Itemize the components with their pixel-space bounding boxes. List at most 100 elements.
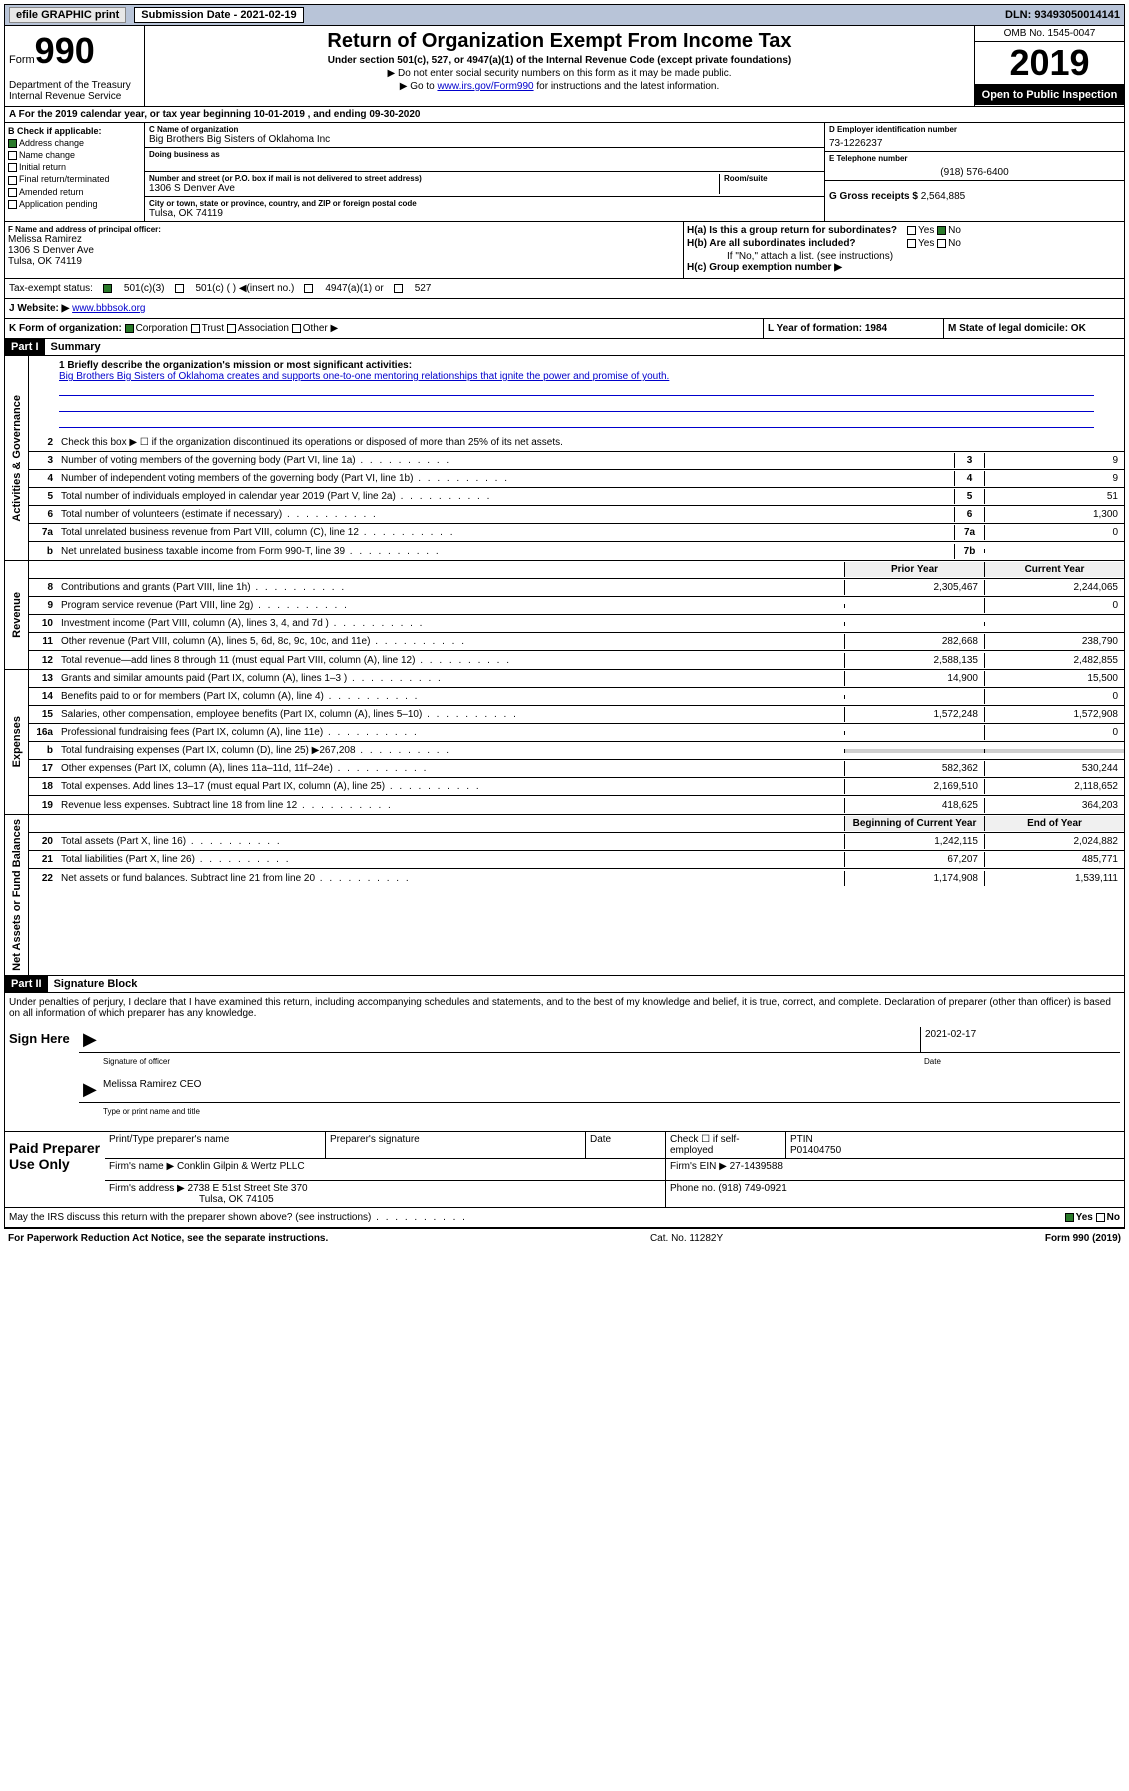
omb-number: OMB No. 1545-0047 xyxy=(975,26,1124,42)
rev-line: 10Investment income (Part VIII, column (… xyxy=(29,615,1124,633)
rev-line: 9Program service revenue (Part VIII, lin… xyxy=(29,597,1124,615)
hb-label: H(b) Are all subordinates included? xyxy=(687,238,907,249)
mission-text: Big Brothers Big Sisters of Oklahoma cre… xyxy=(59,371,1094,382)
rev-line: 12Total revenue—add lines 8 through 11 (… xyxy=(29,651,1124,669)
net-line: 21Total liabilities (Part X, line 26)67,… xyxy=(29,851,1124,869)
tax-status-label: Tax-exempt status: xyxy=(9,283,93,294)
exp-line: 16aProfessional fundraising fees (Part I… xyxy=(29,724,1124,742)
chk-hb-no[interactable] xyxy=(937,239,946,248)
chk-ha-no[interactable] xyxy=(937,226,946,235)
dln: DLN: 93493050014141 xyxy=(1005,9,1120,21)
chk-501c3[interactable] xyxy=(103,284,112,293)
exp-line: 14Benefits paid to or for members (Part … xyxy=(29,688,1124,706)
gov-line: 7aTotal unrelated business revenue from … xyxy=(29,524,1124,542)
ptin-label: PTIN xyxy=(790,1134,1120,1145)
chk-address-change[interactable] xyxy=(8,139,17,148)
exp-line: 15Salaries, other compensation, employee… xyxy=(29,706,1124,724)
top-bar: efile GRAPHIC print Submission Date - 20… xyxy=(4,4,1125,26)
exp-line: 19Revenue less expenses. Subtract line 1… xyxy=(29,796,1124,814)
form-header: Form990 Department of the Treasury Inter… xyxy=(4,26,1125,107)
net-line: 22Net assets or fund balances. Subtract … xyxy=(29,869,1124,887)
date-label: Date xyxy=(920,1055,1120,1075)
chk-initial-return[interactable] xyxy=(8,163,17,172)
officer-name: Melissa Ramirez xyxy=(8,234,680,245)
tax-exempt-row: Tax-exempt status: 501(c)(3) 501(c) ( ) … xyxy=(4,279,1125,299)
row-l: L Year of formation: 1984 xyxy=(764,319,944,338)
prep-sig-hdr: Preparer's signature xyxy=(325,1132,585,1158)
dba-label: Doing business as xyxy=(149,150,820,159)
website-label: J Website: ▶ xyxy=(9,303,69,314)
net-line: 20Total assets (Part X, line 16)1,242,11… xyxy=(29,833,1124,851)
org-name-label: C Name of organization xyxy=(149,125,820,134)
gov-line: 3Number of voting members of the governi… xyxy=(29,452,1124,470)
row-m: M State of legal domicile: OK xyxy=(944,319,1124,338)
gross-receipts: 2,564,885 xyxy=(921,191,966,202)
chk-501c[interactable] xyxy=(175,284,184,293)
officer-label: F Name and address of principal officer: xyxy=(8,225,680,234)
gov-line: 5Total number of individuals employed in… xyxy=(29,488,1124,506)
chk-other[interactable] xyxy=(292,324,301,333)
footer-right: Form 990 (2019) xyxy=(1045,1233,1121,1244)
phone: (918) 576-6400 xyxy=(829,167,1120,178)
form-number: 990 xyxy=(35,30,95,71)
column-b-checkboxes: B Check if applicable: Address change Na… xyxy=(5,123,145,221)
prep-name-hdr: Print/Type preparer's name xyxy=(105,1132,325,1158)
paid-preparer-label: Paid Preparer Use Only xyxy=(5,1132,105,1207)
form-prefix: Form xyxy=(9,54,35,66)
chk-final-return[interactable] xyxy=(8,176,17,185)
rev-label: Revenue xyxy=(9,588,25,642)
submission-date: Submission Date - 2021-02-19 xyxy=(134,7,303,23)
prep-self-emp: Check ☐ if self-employed xyxy=(665,1132,785,1158)
chk-name-change[interactable] xyxy=(8,151,17,160)
website-link[interactable]: www.bbbsok.org xyxy=(72,303,145,314)
footer-center: Cat. No. 11282Y xyxy=(328,1233,1045,1244)
department: Department of the Treasury Internal Reve… xyxy=(9,80,140,102)
address-label: Number and street (or P.O. box if mail i… xyxy=(149,174,715,183)
rev-line: 8Contributions and grants (Part VIII, li… xyxy=(29,579,1124,597)
chk-ha-yes[interactable] xyxy=(907,226,916,235)
gov-line: bNet unrelated business taxable income f… xyxy=(29,542,1124,560)
efile-button[interactable]: efile GRAPHIC print xyxy=(9,7,126,23)
footer-left: For Paperwork Reduction Act Notice, see … xyxy=(8,1233,328,1244)
ein-label: D Employer identification number xyxy=(829,125,1120,134)
mission-label: 1 Briefly describe the organization's mi… xyxy=(59,360,1094,371)
exp-label: Expenses xyxy=(9,712,25,771)
row-j: J Website: ▶ www.bbbsok.org xyxy=(4,299,1125,319)
firm-phone: (918) 749-0921 xyxy=(718,1183,786,1194)
note-2-post: for instructions and the latest informat… xyxy=(534,81,720,92)
officer-city: Tulsa, OK 74119 xyxy=(8,256,680,267)
form-title: Return of Organization Exempt From Incom… xyxy=(149,30,970,53)
chk-amended[interactable] xyxy=(8,188,17,197)
chk-association[interactable] xyxy=(227,324,236,333)
sign-here-label: Sign Here xyxy=(5,1023,75,1131)
part1-header: Part I xyxy=(5,339,45,355)
ein: 73-1226237 xyxy=(829,138,1120,149)
city-state-zip: Tulsa, OK 74119 xyxy=(149,208,820,219)
part1-title: Summary xyxy=(45,339,107,355)
prior-year-hdr: Prior Year xyxy=(844,562,984,577)
room-label: Room/suite xyxy=(724,174,820,183)
firm-addr: 2738 E 51st Street Ste 370 xyxy=(188,1183,308,1194)
gov-line: 4Number of independent voting members of… xyxy=(29,470,1124,488)
exp-line: bTotal fundraising expenses (Part IX, co… xyxy=(29,742,1124,760)
hc-label: H(c) Group exemption number ▶ xyxy=(687,262,842,273)
note-1: ▶ Do not enter social security numbers o… xyxy=(149,68,970,79)
officer-address: 1306 S Denver Ave xyxy=(8,245,680,256)
rev-line: 11Other revenue (Part VIII, column (A), … xyxy=(29,633,1124,651)
chk-527[interactable] xyxy=(394,284,403,293)
open-to-public: Open to Public Inspection xyxy=(975,85,1124,105)
chk-hb-yes[interactable] xyxy=(907,239,916,248)
irs-link[interactable]: www.irs.gov/Form990 xyxy=(437,81,533,92)
firm-name-label: Firm's name ▶ xyxy=(109,1161,174,1172)
note-2-pre: ▶ Go to xyxy=(400,81,438,92)
chk-discuss-no[interactable] xyxy=(1096,1213,1105,1222)
chk-application-pending[interactable] xyxy=(8,200,17,209)
part2-title: Signature Block xyxy=(48,976,144,992)
chk-trust[interactable] xyxy=(191,324,200,333)
end-year-hdr: End of Year xyxy=(984,816,1124,831)
chk-corporation[interactable] xyxy=(125,324,134,333)
sig-date: 2021-02-17 xyxy=(920,1027,1120,1052)
ptin: P01404750 xyxy=(790,1145,1120,1156)
chk-4947[interactable] xyxy=(304,284,313,293)
chk-discuss-yes[interactable] xyxy=(1065,1213,1074,1222)
